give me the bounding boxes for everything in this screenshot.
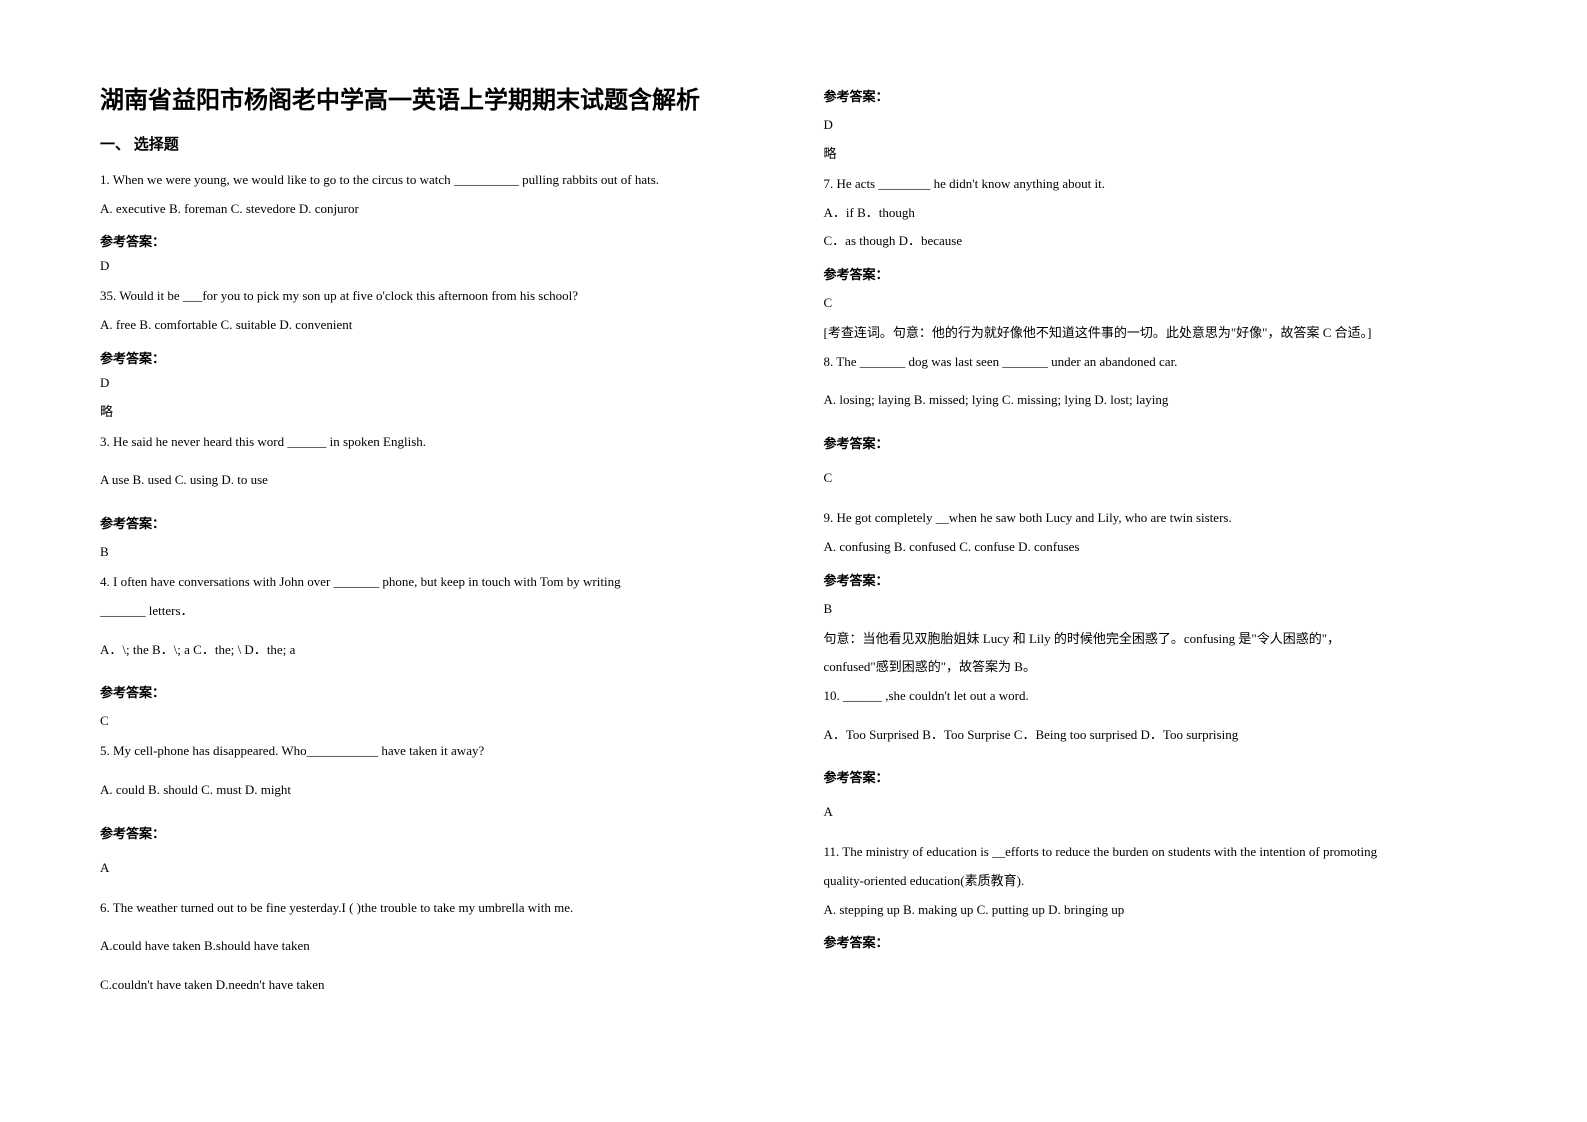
q9-options: A. confusing B. confused C. confuse D. c… xyxy=(824,535,1488,560)
answer-label: 参考答案： xyxy=(824,767,1488,786)
q5-options: A. could B. should C. must D. might xyxy=(100,778,764,803)
q8-stem: 8. The _______ dog was last seen _______… xyxy=(824,350,1488,375)
q6-answer: D xyxy=(824,117,1488,133)
q9-explanation-line1: 句意：当他看见双胞胎姐妹 Lucy 和 Lily 的时候他完全困惑了。confu… xyxy=(824,627,1488,652)
answer-label: 参考答案： xyxy=(824,86,1488,105)
answer-label: 参考答案： xyxy=(100,823,764,842)
q11-stem-line1: 11. The ministry of education is __effor… xyxy=(824,840,1488,865)
q4-stem-line1: 4. I often have conversations with John … xyxy=(100,570,764,595)
q1-answer: D xyxy=(100,258,764,274)
q3-stem: 3. He said he never heard this word ____… xyxy=(100,430,764,455)
answer-label: 参考答案： xyxy=(100,682,764,701)
answer-label: 参考答案： xyxy=(824,932,1488,951)
doc-title: 湖南省益阳市杨阁老中学高一英语上学期期末试题含解析 xyxy=(100,80,764,115)
left-column: 湖南省益阳市杨阁老中学高一英语上学期期末试题含解析 一、 选择题 1. When… xyxy=(100,80,764,1082)
q6-options-line2: C.couldn't have taken D.needn't have tak… xyxy=(100,973,764,998)
q3-options: A use B. used C. using D. to use xyxy=(100,468,764,493)
right-column: 参考答案： D 略 7. He acts ________ he didn't … xyxy=(824,80,1488,1082)
q2-note: 略 xyxy=(100,401,764,420)
q10-stem: 10. ______ ,she couldn't let out a word. xyxy=(824,684,1488,709)
q7-answer: C xyxy=(824,295,1488,311)
q7-options-line2: C．as though D．because xyxy=(824,229,1488,254)
q5-answer: A xyxy=(100,860,764,876)
q2-options: A. free B. comfortable C. suitable D. co… xyxy=(100,313,764,338)
q8-options: A. losing; laying B. missed; lying C. mi… xyxy=(824,388,1488,413)
q9-explanation-line2: confused"感到困惑的"，故答案为 B。 xyxy=(824,655,1488,680)
answer-label: 参考答案： xyxy=(100,513,764,532)
answer-label: 参考答案： xyxy=(824,264,1488,283)
q10-answer: A xyxy=(824,804,1488,820)
q2-answer: D xyxy=(100,375,764,391)
q10-options: A．Too Surprised B．Too Surprise C．Being t… xyxy=(824,723,1488,748)
q3-answer: B xyxy=(100,544,764,560)
answer-label: 参考答案： xyxy=(100,231,764,250)
answer-label: 参考答案： xyxy=(824,433,1488,452)
q1-options: A. executive B. foreman C. stevedore D. … xyxy=(100,197,764,222)
q7-explanation: [考查连词。句意：他的行为就好像他不知道这件事的一切。此处意思为"好像"，故答案… xyxy=(824,321,1488,346)
q2-stem: 35. Would it be ___for you to pick my so… xyxy=(100,284,764,309)
q9-stem: 9. He got completely __when he saw both … xyxy=(824,506,1488,531)
answer-label: 参考答案： xyxy=(100,348,764,367)
q11-stem-line2: quality-oriented education(素质教育). xyxy=(824,869,1488,894)
q4-answer: C xyxy=(100,713,764,729)
q11-options: A. stepping up B. making up C. putting u… xyxy=(824,898,1488,923)
section-head: 一、 选择题 xyxy=(100,133,764,154)
q5-stem: 5. My cell-phone has disappeared. Who___… xyxy=(100,739,764,764)
q7-options-line1: A．if B．though xyxy=(824,201,1488,226)
q4-options: A．\; the B．\; a C．the; \ D．the; a xyxy=(100,638,764,663)
q6-stem: 6. The weather turned out to be fine yes… xyxy=(100,896,764,921)
answer-label: 参考答案： xyxy=(824,570,1488,589)
page: 湖南省益阳市杨阁老中学高一英语上学期期末试题含解析 一、 选择题 1. When… xyxy=(0,0,1587,1122)
q4-stem-line2: _______ letters． xyxy=(100,599,764,624)
q7-stem: 7. He acts ________ he didn't know anyth… xyxy=(824,172,1488,197)
q9-answer: B xyxy=(824,601,1488,617)
q8-answer: C xyxy=(824,470,1488,486)
q6-options-line1: A.could have taken B.should have taken xyxy=(100,934,764,959)
q6-note: 略 xyxy=(824,143,1488,162)
q1-stem: 1. When we were young, we would like to … xyxy=(100,168,764,193)
